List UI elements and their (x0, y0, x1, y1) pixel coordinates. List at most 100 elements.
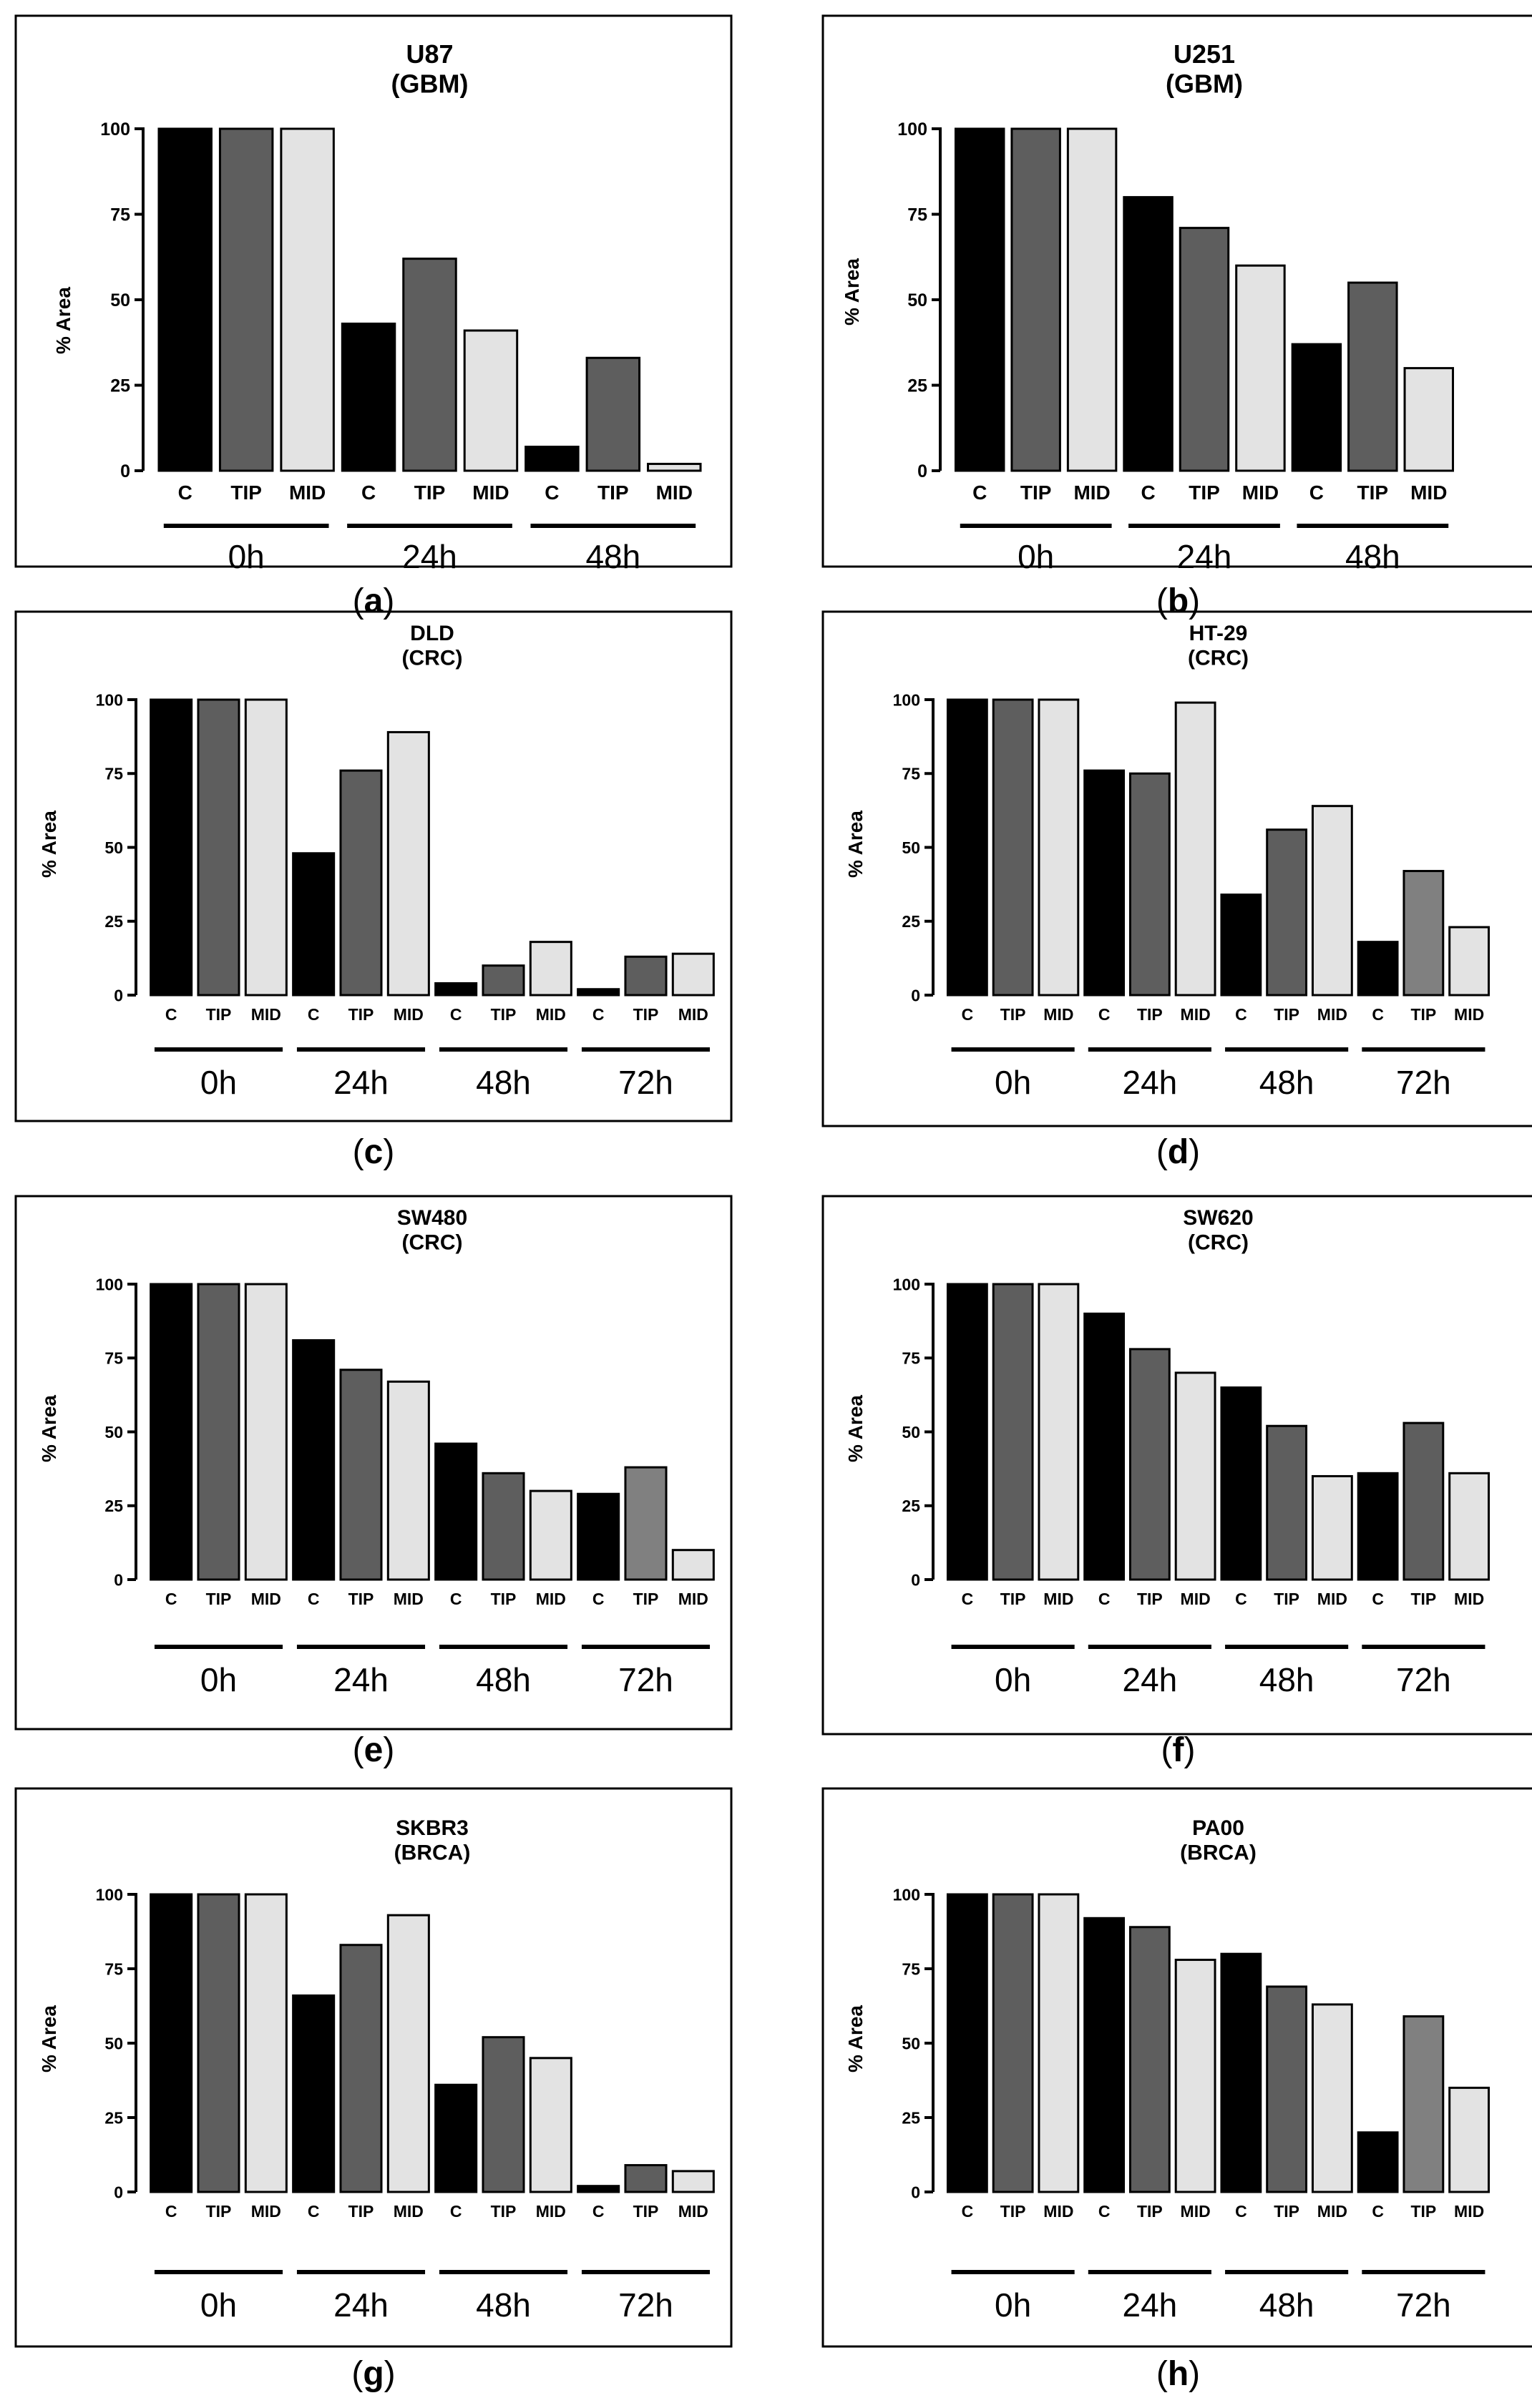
panel-letter: (a) (353, 582, 395, 620)
x-category-label: C (178, 481, 192, 504)
y-axis-label: % Area (841, 258, 863, 326)
bar-mid-24h (386, 730, 430, 997)
y-tick-label: 25 (104, 1497, 123, 1515)
y-tick-label: 25 (902, 912, 920, 931)
bar-mid-48h (1311, 1474, 1353, 1581)
x-category-label: C (1235, 1005, 1247, 1024)
panel-letter-char: a (364, 582, 384, 620)
y-tick-label: 25 (110, 376, 130, 396)
bar-c-48h (1220, 894, 1262, 997)
panel-frame (14, 14, 733, 568)
bar-tip-0h (992, 698, 1034, 997)
panel-e: SW480(CRC) % Area 0 25 50 75 100 C TIP MID 0h C TIP M… (14, 1195, 733, 1769)
bar-c-24h (292, 852, 336, 997)
y-tick-label: 75 (902, 1349, 920, 1368)
x-category-label: MID (1454, 2202, 1484, 2221)
bar-c-24h (341, 322, 396, 472)
group-time-label: 48h (1259, 1064, 1314, 1101)
bar-c-24h (292, 1338, 336, 1581)
x-category-label: C (450, 1005, 462, 1024)
y-axis-label: % Area (844, 1395, 867, 1462)
x-category-label: MID (1073, 481, 1110, 504)
bar-c-24h (1083, 769, 1126, 997)
bar-mid-48h (1311, 2003, 1353, 2193)
y-axis-label: % Area (38, 2005, 60, 2072)
group-time-label: 72h (1396, 1064, 1451, 1101)
bar-mid-0h (1038, 1283, 1080, 1581)
panel-d: HT-29(CRC) % Area 0 25 50 75 100 C TIP MID 0h C TIP M… (821, 610, 1532, 1171)
x-category-label: MID (289, 481, 326, 504)
chart-title: U251 (1174, 39, 1235, 69)
chart-title: SW480 (397, 1206, 467, 1230)
bar-c-0h (157, 127, 213, 472)
chart-subtitle: (CRC) (402, 647, 463, 670)
x-category-label: MID (1410, 481, 1447, 504)
bar-mid-48h (529, 941, 572, 997)
y-tick-label: 100 (893, 1885, 920, 1904)
panel-letter: (b) (1156, 582, 1200, 620)
bar-c-48h (434, 2083, 478, 2193)
group-time-label: 0h (995, 1064, 1031, 1101)
bar-tip-48h (482, 1472, 525, 1581)
panel-h: PA00(BRCA) % Area 0 25 50 75 100 C TIP MID 0h C TIP M… (821, 1787, 1532, 2393)
chart-title: U87 (406, 39, 453, 69)
group-time-label: 24h (1123, 2286, 1178, 2324)
bar-c-48h (1220, 1952, 1262, 2193)
panel-g: SKBR3(BRCA) % Area 0 25 50 75 100 C TIP MID 0h C TIP… (14, 1787, 733, 2393)
x-category-label: C (308, 1005, 320, 1024)
group-time-label: 48h (476, 1661, 531, 1698)
chart-subtitle: (GBM) (391, 69, 469, 98)
x-category-label: C (450, 1590, 462, 1608)
x-category-label: C (1235, 1590, 1247, 1608)
x-category-label: TIP (1137, 1005, 1163, 1024)
x-category-label: MID (1317, 1005, 1347, 1024)
group-time-label: 72h (618, 1661, 673, 1698)
y-tick-label: 100 (96, 1885, 123, 1904)
bar-tip-72h (624, 1466, 668, 1581)
group-time-label: 0h (1018, 538, 1054, 575)
x-category-label: TIP (348, 1005, 374, 1024)
bar-mid-72h (1448, 1472, 1490, 1581)
x-category-label: TIP (1000, 1005, 1026, 1024)
bar-c-72h (1357, 2131, 1399, 2193)
panel-letter-close: ) (383, 1133, 394, 1171)
panel-letter-char: e (364, 1731, 384, 1769)
panel-frame (14, 610, 733, 1122)
x-category-label: C (450, 2202, 462, 2221)
panel-letter-char: b (1168, 582, 1189, 620)
panel-letter: (c) (353, 1133, 395, 1171)
bar-tip-0h (992, 1283, 1034, 1581)
bar-tip-24h (339, 1944, 383, 2193)
x-category-label: MID (251, 1005, 281, 1024)
x-category-label: TIP (1410, 2202, 1436, 2221)
x-category-label: C (1372, 2202, 1384, 2221)
x-category-label: TIP (1274, 1590, 1299, 1608)
x-category-label: MID (1181, 1005, 1211, 1024)
bar-mid-24h (386, 1914, 430, 2193)
bar-mid-24h (386, 1380, 430, 1581)
y-tick-label: 50 (902, 2034, 920, 2052)
group-time-label: 24h (402, 538, 457, 575)
y-tick-label: 75 (110, 205, 130, 225)
x-category-label: MID (472, 481, 509, 504)
group-time-label: 24h (333, 2286, 389, 2324)
x-category-label: TIP (1410, 1590, 1436, 1608)
bar-c-24h (1083, 1312, 1126, 1581)
x-category-label: TIP (1189, 481, 1220, 504)
group-time-label: 0h (200, 1064, 237, 1101)
y-tick-label: 75 (902, 765, 920, 783)
y-tick-label: 0 (120, 461, 130, 481)
bar-c-72h (577, 988, 620, 997)
y-tick-label: 0 (911, 986, 920, 1004)
x-category-label: MID (656, 481, 693, 504)
bar-tip-24h (1128, 1348, 1171, 1581)
x-category-label: C (962, 1005, 974, 1024)
bar-tip-48h (1266, 1985, 1308, 2193)
x-category-label: MID (536, 1590, 566, 1608)
y-tick-label: 75 (907, 205, 927, 225)
chart-subtitle: (CRC) (1188, 1231, 1249, 1255)
y-tick-label: 75 (104, 1959, 123, 1978)
bar-mid-24h (1235, 264, 1286, 472)
x-category-label: MID (1181, 2202, 1211, 2221)
y-axis-label: % Area (38, 811, 60, 878)
